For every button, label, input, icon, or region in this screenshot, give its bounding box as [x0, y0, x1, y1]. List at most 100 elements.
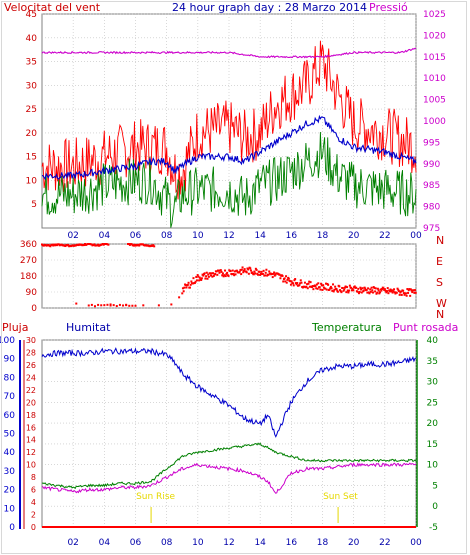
direction-point — [307, 282, 310, 285]
direction-point — [327, 283, 330, 286]
direction-point — [390, 290, 393, 293]
direction-point — [311, 285, 314, 288]
direction-point — [239, 268, 242, 271]
direction-point — [272, 272, 275, 275]
direction-point — [93, 243, 96, 246]
wind-tick-label: 15 — [26, 153, 37, 163]
direction-point — [289, 283, 292, 286]
direction-point — [336, 290, 339, 293]
direction-point — [115, 305, 118, 308]
direction-point — [214, 273, 217, 276]
direction-point — [75, 302, 78, 305]
rain-tick-label: 28 — [26, 348, 36, 357]
direction-point — [231, 269, 234, 272]
direction-point — [315, 283, 318, 286]
wind-tick-label: 25 — [26, 105, 37, 115]
direction-point — [153, 245, 156, 248]
direction-point — [203, 272, 206, 275]
direction-point — [258, 270, 261, 273]
humidity-tick-label: 90 — [4, 355, 16, 365]
direction-point — [383, 288, 386, 291]
x-tick-label: 18 — [317, 538, 329, 548]
direction-point — [231, 273, 234, 276]
direction-point — [274, 273, 277, 276]
direction-point — [377, 289, 380, 292]
direction-point — [409, 294, 412, 297]
pressure-axis-title: Pressió — [369, 1, 408, 14]
pressure-tick-label: 990 — [423, 160, 440, 170]
direction-point — [296, 282, 299, 285]
direction-point — [367, 287, 370, 290]
direction-point — [331, 289, 334, 292]
direction-point — [109, 304, 112, 307]
direction-point — [332, 290, 335, 293]
direction-point — [125, 304, 128, 307]
direction-point — [388, 290, 391, 293]
direction-point — [87, 304, 90, 307]
direction-point — [392, 290, 395, 293]
direction-point — [243, 268, 246, 271]
direction-point — [386, 287, 389, 290]
direction-point — [407, 291, 410, 294]
x-tick-label: 14 — [254, 231, 266, 241]
direction-point — [260, 270, 263, 273]
direction-point — [358, 290, 361, 293]
pressure-tick-label: 985 — [423, 181, 440, 191]
wind-plot-area — [41, 13, 417, 229]
direction-point — [343, 286, 346, 289]
direction-point — [407, 289, 410, 292]
direction-point — [200, 278, 203, 281]
direction-point — [233, 270, 236, 273]
direction-point — [204, 277, 207, 280]
rain-tick-label: 6 — [31, 486, 36, 495]
x-tick-label: 06 — [130, 231, 142, 241]
temperature-tick-label: 0 — [432, 502, 438, 512]
direction-point — [369, 290, 372, 293]
direction-point — [350, 286, 353, 289]
direction-point — [283, 277, 286, 280]
direction-point — [221, 272, 224, 275]
direction-point — [195, 279, 198, 282]
direction-point — [332, 283, 335, 286]
direction-point — [334, 285, 337, 288]
rain-tick-label: 16 — [26, 423, 36, 432]
direction-point — [264, 271, 267, 274]
rain-tick-label: 22 — [26, 386, 36, 395]
direction-point — [97, 243, 100, 246]
direction-point — [229, 270, 232, 273]
temperature-tick-label: 20 — [427, 419, 439, 429]
direction-point — [242, 271, 245, 274]
direction-point — [259, 272, 262, 275]
graph-title: 24 hour graph day : 28 Marzo 2014 — [172, 1, 367, 14]
direction-point — [195, 276, 198, 279]
direction-point — [393, 288, 396, 291]
direction-point — [253, 270, 256, 273]
direction-point — [298, 284, 301, 287]
direction-point — [324, 287, 327, 290]
wind-tick-label: 5 — [31, 200, 37, 210]
wind-tick-label: 30 — [26, 81, 38, 91]
direction-point — [384, 289, 387, 292]
direction-point — [285, 275, 288, 278]
direction-point — [223, 274, 226, 277]
wind-tick-label: 10 — [26, 176, 38, 186]
direction-point — [178, 296, 181, 299]
direction-tick-label: 180 — [20, 272, 37, 282]
rain-tick-label: 20 — [26, 398, 36, 407]
direction-point — [386, 290, 389, 293]
direction-point — [221, 274, 224, 277]
direction-point — [261, 272, 264, 275]
rain-tick-label: 8 — [31, 473, 36, 482]
direction-point — [381, 287, 384, 290]
direction-point — [293, 279, 296, 282]
rain-tick-label: 14 — [26, 436, 36, 445]
direction-point — [271, 276, 274, 279]
direction-tick-label: 0 — [31, 304, 37, 314]
direction-point — [241, 266, 244, 269]
temperature-tick-label: 25 — [427, 398, 438, 408]
direction-point — [351, 288, 354, 291]
temperature-tick-label: 5 — [432, 481, 438, 491]
direction-point — [152, 244, 155, 247]
direction-point — [408, 288, 411, 291]
